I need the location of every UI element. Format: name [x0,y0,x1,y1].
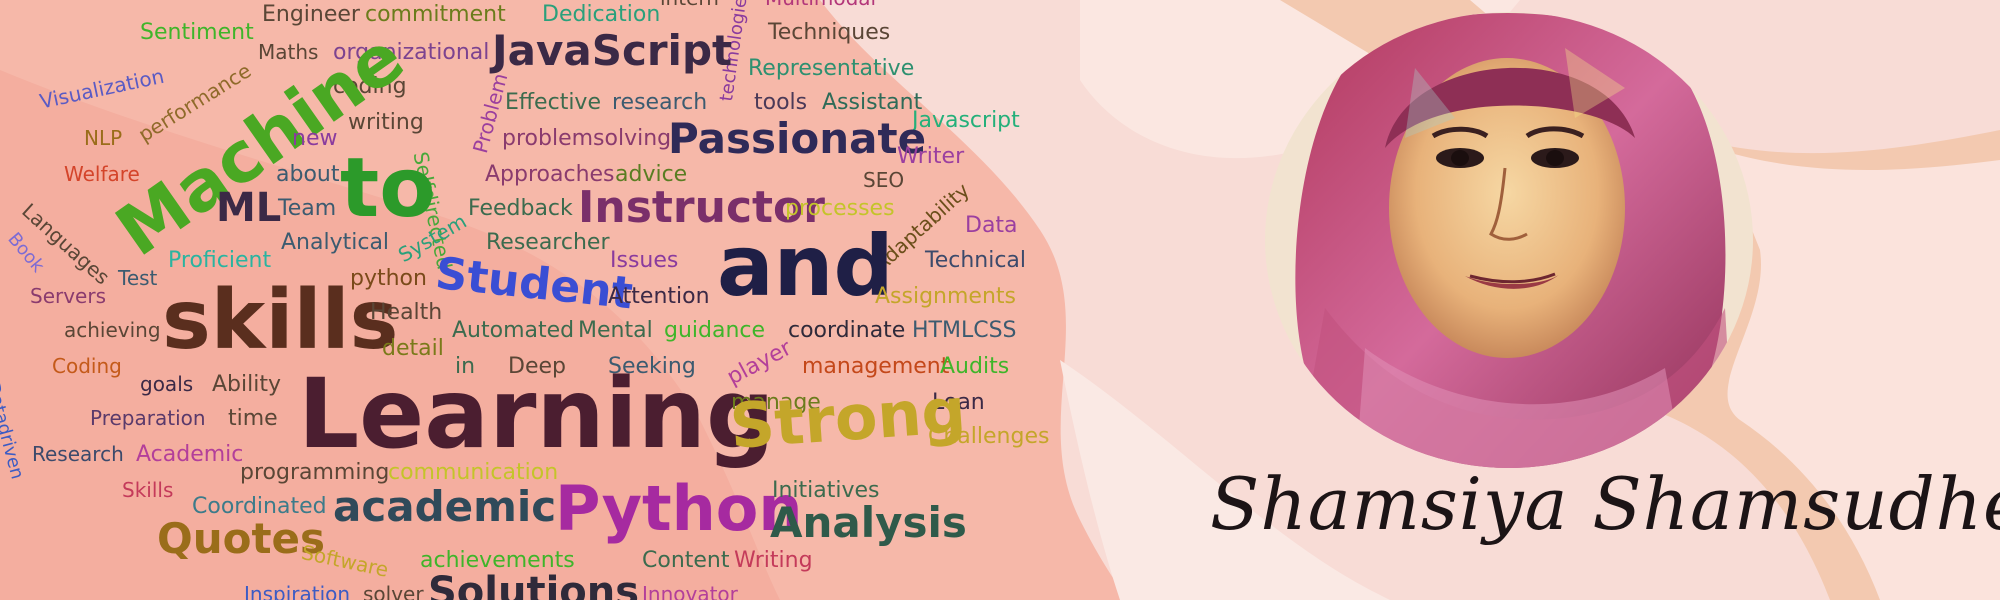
cloud-word: Seeking [608,354,696,379]
cloud-word: writing [348,110,424,135]
cloud-word: Issues [610,248,679,273]
cloud-word: Academic [136,442,244,467]
cloud-word: time [228,406,278,431]
cloud-word: Challenges [928,424,1050,449]
cloud-word: Data [965,213,1018,238]
cloud-word: Learning [298,358,775,470]
cloud-word: Attention [608,284,710,309]
cloud-word: Preparation [90,406,206,430]
cloud-word: Innovator [642,582,738,600]
cloud-word: Researcher [486,230,610,255]
cloud-word: Engineer [262,2,360,27]
cloud-word: commitment [365,2,506,27]
cloud-word: SEO [863,168,905,192]
cloud-word: Assignments [875,284,1016,309]
cloud-word: python [350,266,427,291]
cloud-word: processes [785,196,895,221]
cloud-word: detail [382,336,444,361]
wave-cream-bottom [1060,360,1390,600]
cloud-word: Javascript [912,108,1020,133]
cloud-word: Coding [52,354,122,378]
cloud-word: Feedback [468,196,573,221]
cloud-word: Research [32,442,124,466]
cloud-word: new [292,126,338,151]
cloud-word: Loan [932,390,985,415]
cloud-word: Approaches [485,162,615,187]
cloud-word: Instructor [578,182,825,233]
cloud-word: Team [278,196,337,221]
cloud-word: Mental [578,318,653,343]
cloud-word: about [276,162,340,187]
cloud-word: Quotes [157,514,326,563]
cloud-word: communication [388,460,559,485]
cloud-word: guidance [664,318,766,343]
cloud-word: Analysis [770,498,967,547]
cloud-word: Datadriven [0,379,28,482]
wave-rose-left [0,70,780,600]
cloud-word: Ability [212,372,281,397]
cloud-word: Dedication [542,2,661,27]
cloud-word: Writer [897,144,965,169]
cloud-word: problemsolving [502,126,672,151]
cloud-word: Technical [925,248,1027,273]
cloud-word: Representative [748,56,915,81]
cloud-word: Sentiment [140,20,254,45]
cloud-word: Effective [505,90,601,115]
cloud-word: Content [642,548,730,573]
cloud-word: Audits [940,354,1010,379]
cloud-word: Solutions [428,569,640,600]
cloud-word: Multimodal [765,0,876,8]
cloud-word: programming [240,460,390,485]
cloud-word: Passionate [668,114,927,163]
cloud-word: Student [433,248,636,320]
cloud-word: Automated [452,318,575,343]
cloud-word: intern [660,0,719,8]
cloud-word: Initiatives [772,478,880,503]
cloud-word: Welfare [64,162,140,186]
cloud-word: advice [615,162,688,187]
cloud-word: Servers [30,284,107,308]
cloud-word: academic [333,482,557,531]
portrait-image [1265,12,1753,468]
cloud-word: Writing [734,548,813,573]
cloud-word: research [612,90,708,115]
cloud-word: tools [754,90,808,115]
cloud-word: solver [363,582,424,600]
cloud-word: JavaScript [492,26,733,75]
cloud-word: coding [333,74,407,99]
cloud-word: management [802,354,950,379]
cloud-word: goals [140,372,194,396]
cloud-word: coordinate [788,318,906,343]
cloud-word: Visualization [37,63,167,114]
cloud-word: ML [216,185,282,231]
cloud-word: Skills [122,478,174,502]
cloud-word: Test [118,266,158,290]
cloud-word: HTMLCSS [912,318,1017,343]
cloud-word: Inspiration [244,582,351,600]
portrait-face [1389,58,1625,358]
cloud-word: Coordinated [192,494,327,519]
cloud-word: in [455,354,476,379]
cloud-word: Proficient [168,248,272,273]
cloud-word: skills [162,273,399,368]
cloud-word: Deep [508,354,566,379]
cloud-word: manage [731,390,821,415]
wave-light-right [1720,150,2000,600]
cloud-word: organizational [333,40,490,65]
cloud-word: Analytical [281,230,390,255]
cloud-word: Python [555,472,803,545]
cloud-word: Techniques [768,20,891,45]
cloud-word: Assistant [822,90,923,115]
cloud-word: and [717,217,894,315]
cloud-word: Software [299,540,391,582]
cloud-word: Health [370,300,443,325]
cloud-word: NLP [84,126,123,150]
cloud-word: achieving [64,318,161,342]
cloud-word: achievements [420,548,575,573]
cloud-word: to [340,141,436,236]
cloud-word: Maths [258,40,319,64]
signature-name: Shamsiya Shamsudheen [1210,462,2000,546]
